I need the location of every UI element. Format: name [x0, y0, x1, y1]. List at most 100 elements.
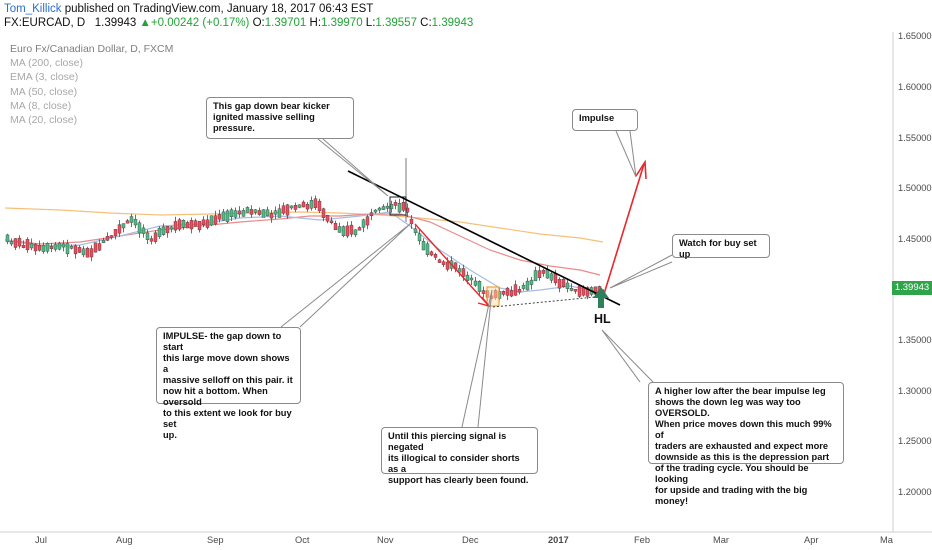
candle-body	[205, 219, 210, 228]
legend-ema3[interactable]: EMA (3, close)	[10, 71, 79, 84]
close-label: C:	[420, 17, 432, 29]
x-tick-label: Mar	[713, 535, 729, 545]
impulse-detail-callout[interactable]: IMPULSE- the gap down to start this larg…	[156, 327, 301, 440]
candle-body	[445, 261, 450, 270]
indicator-legend: Euro Fx/Canadian Dollar, D, FXCM MA (200…	[10, 42, 173, 127]
x-tick-label: Jul	[35, 535, 47, 545]
candle-body	[469, 277, 474, 281]
hl-arrow-icon	[593, 287, 609, 308]
candlestick-series[interactable]	[5, 158, 606, 302]
y-tick-label: 1.55000	[898, 133, 932, 143]
candle-body	[109, 235, 114, 238]
piercing-callout[interactable]: Until this piercing signal is negated it…	[381, 427, 538, 485]
candle-body	[433, 253, 438, 258]
candle-body	[569, 288, 574, 291]
candle-body	[113, 229, 118, 236]
candle-body	[13, 238, 18, 248]
candle-body	[85, 247, 90, 258]
candle-body	[553, 273, 558, 284]
candle-body	[297, 204, 302, 208]
candle-body	[509, 290, 514, 297]
candle-body	[517, 289, 522, 293]
symbol-label: FX:EURCAD, D	[4, 17, 86, 29]
candle-body	[513, 284, 518, 296]
support-trendline	[492, 295, 606, 308]
candle-body	[565, 282, 570, 289]
candle-body	[413, 228, 418, 233]
candle-body	[417, 233, 422, 242]
x-tick-label: Ma	[880, 535, 894, 545]
legend-symbol-title: Euro Fx/Canadian Dollar, D, FXCM	[10, 43, 174, 55]
low-label: L:	[365, 17, 376, 29]
candle-body	[193, 220, 198, 227]
candle-body	[41, 245, 46, 252]
candle-body	[105, 236, 110, 241]
candle-body	[33, 243, 38, 252]
candle-body	[541, 269, 546, 274]
candle-body	[25, 239, 30, 251]
candle-body	[273, 210, 278, 215]
candle-body	[465, 274, 470, 281]
candle-body	[425, 243, 430, 255]
candle-body	[313, 198, 318, 208]
candle-body	[305, 204, 310, 210]
x-tick-label: Feb	[634, 535, 650, 545]
x-tick-label: Aug	[116, 535, 133, 545]
candle-body	[81, 248, 86, 256]
candle-body	[573, 289, 578, 292]
candle-body	[5, 234, 10, 243]
candle-body	[165, 225, 170, 234]
candle-body	[585, 287, 590, 297]
candle-body	[65, 243, 70, 255]
author-link[interactable]: Tom_Killick	[4, 3, 62, 15]
candle-body	[97, 243, 102, 251]
x-tick-label: Nov	[377, 535, 394, 545]
x-tick-label: Apr	[804, 535, 818, 545]
y-tick-label: 1.45000	[898, 234, 932, 244]
hl-label: HL	[594, 312, 611, 326]
candle-body	[265, 209, 270, 217]
candle-body	[473, 280, 478, 286]
ma200-line	[4, 207, 604, 243]
candle-body	[37, 244, 42, 251]
legend-ma20[interactable]: MA (20, close)	[10, 114, 78, 127]
candle-body	[189, 220, 194, 230]
impulse-arrow	[603, 159, 647, 295]
higher-low-callout[interactable]: A higher low after the bear impulse leg …	[648, 382, 844, 506]
chart-header: Tom_Killick published on TradingView.com…	[0, 0, 932, 32]
candle-body	[385, 205, 390, 209]
price-axis[interactable]: 1.65000 1.60000 1.55000 1.50000 1.45000 …	[898, 31, 932, 497]
change-up-icon: ▲	[139, 17, 151, 29]
candle-body	[301, 201, 306, 208]
candle-body	[293, 204, 298, 210]
candle-body	[289, 205, 294, 209]
candle-body	[365, 216, 370, 226]
watch-buy-callout[interactable]: Watch for buy set up	[672, 234, 770, 259]
candle-body	[137, 222, 142, 234]
candle-body	[373, 209, 378, 213]
legend-ma50[interactable]: MA (50, close)	[10, 85, 78, 98]
bear-arrow	[414, 223, 491, 308]
published-text: published on TradingView.com, January 18…	[64, 3, 374, 15]
candle-body	[409, 218, 414, 225]
candle-body	[377, 207, 382, 211]
y-tick-label: 1.65000	[898, 31, 932, 41]
candle-body	[133, 218, 138, 226]
impulse-callout[interactable]: Impulse	[572, 109, 638, 131]
legend-ma200[interactable]: MA (200, close)	[10, 57, 83, 70]
time-axis[interactable]: Jul Aug Sep Oct Nov Dec 2017 Feb Mar Apr…	[35, 535, 894, 545]
candle-body	[269, 213, 274, 219]
candle-body	[153, 232, 158, 242]
candle-body	[277, 208, 282, 218]
candle-body	[69, 245, 74, 249]
candle-body	[221, 211, 226, 221]
legend-ma8[interactable]: MA (8, close)	[10, 99, 72, 112]
candle-body	[505, 287, 510, 296]
candle-body	[157, 227, 162, 237]
candle-body	[321, 208, 326, 218]
candle-body	[53, 244, 58, 250]
candle-body	[341, 226, 346, 236]
candle-body	[169, 226, 174, 230]
gap-down-callout[interactable]: This gap down bear kicker ignited massiv…	[206, 97, 354, 139]
